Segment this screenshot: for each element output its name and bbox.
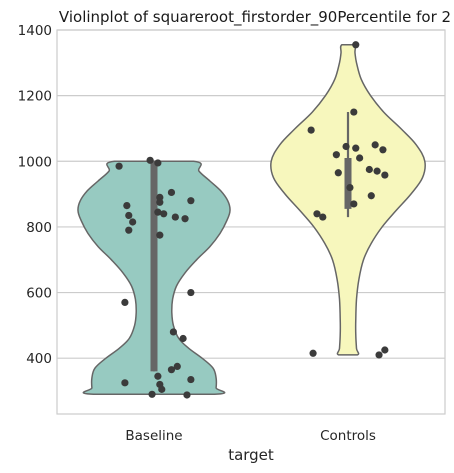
data-point xyxy=(156,231,164,239)
data-point xyxy=(319,213,327,221)
data-point xyxy=(352,41,360,49)
data-point xyxy=(307,126,315,134)
y-tick-labels: 400 600 800 1000 1200 1400 xyxy=(18,23,52,367)
data-point xyxy=(160,210,168,218)
data-point xyxy=(356,154,364,162)
data-point xyxy=(173,362,181,371)
y-tick-1400: 1400 xyxy=(18,23,52,39)
data-point xyxy=(309,349,317,357)
data-point xyxy=(332,151,340,159)
y-tick-800: 800 xyxy=(26,220,52,236)
data-point xyxy=(187,197,195,205)
data-point xyxy=(121,298,129,307)
violin-box-controls xyxy=(344,158,352,209)
data-point xyxy=(169,328,177,336)
data-point xyxy=(154,159,162,167)
violin-box-baseline xyxy=(150,161,158,372)
data-point xyxy=(352,144,360,152)
x-axis-label: target xyxy=(228,446,274,464)
x-tick-labels: Baseline Controls xyxy=(125,428,376,444)
data-point xyxy=(313,210,321,218)
chart-title: Violinplot of squareroot_firstorder_90Pe… xyxy=(59,8,451,27)
data-point xyxy=(125,211,133,220)
data-point xyxy=(187,288,195,297)
data-point xyxy=(346,183,354,192)
data-point xyxy=(342,142,350,151)
data-point xyxy=(187,375,195,384)
data-point xyxy=(350,108,358,116)
data-point xyxy=(381,171,389,179)
plot-frame xyxy=(56,29,446,415)
violins xyxy=(77,44,427,396)
data-point xyxy=(156,198,164,206)
y-tick-1200: 1200 xyxy=(18,89,52,105)
data-points xyxy=(115,41,389,399)
data-point xyxy=(115,162,123,170)
data-point xyxy=(334,169,342,177)
data-point xyxy=(167,188,176,197)
data-point xyxy=(379,146,387,154)
data-point xyxy=(181,215,189,223)
data-point xyxy=(373,167,381,175)
data-point xyxy=(123,201,131,210)
data-point xyxy=(381,346,389,354)
data-point xyxy=(367,192,375,200)
y-tick-1000: 1000 xyxy=(18,154,52,170)
data-point xyxy=(371,141,379,149)
data-point xyxy=(375,351,383,359)
data-point xyxy=(125,226,133,234)
data-point xyxy=(179,334,187,343)
data-point xyxy=(156,193,164,201)
data-point xyxy=(148,390,156,398)
data-point xyxy=(154,372,162,380)
data-point xyxy=(183,391,191,399)
data-point xyxy=(121,379,129,387)
data-point xyxy=(171,213,179,221)
x-tick-baseline: Baseline xyxy=(125,428,182,444)
data-point xyxy=(158,385,166,393)
data-point xyxy=(129,218,137,226)
data-point xyxy=(167,366,176,374)
data-point xyxy=(146,156,154,164)
data-point xyxy=(154,208,162,216)
x-tick-controls: Controls xyxy=(320,428,376,444)
data-point xyxy=(365,165,373,174)
data-point xyxy=(350,200,358,208)
y-tick-400: 400 xyxy=(26,351,52,367)
y-tick-600: 600 xyxy=(26,286,52,302)
